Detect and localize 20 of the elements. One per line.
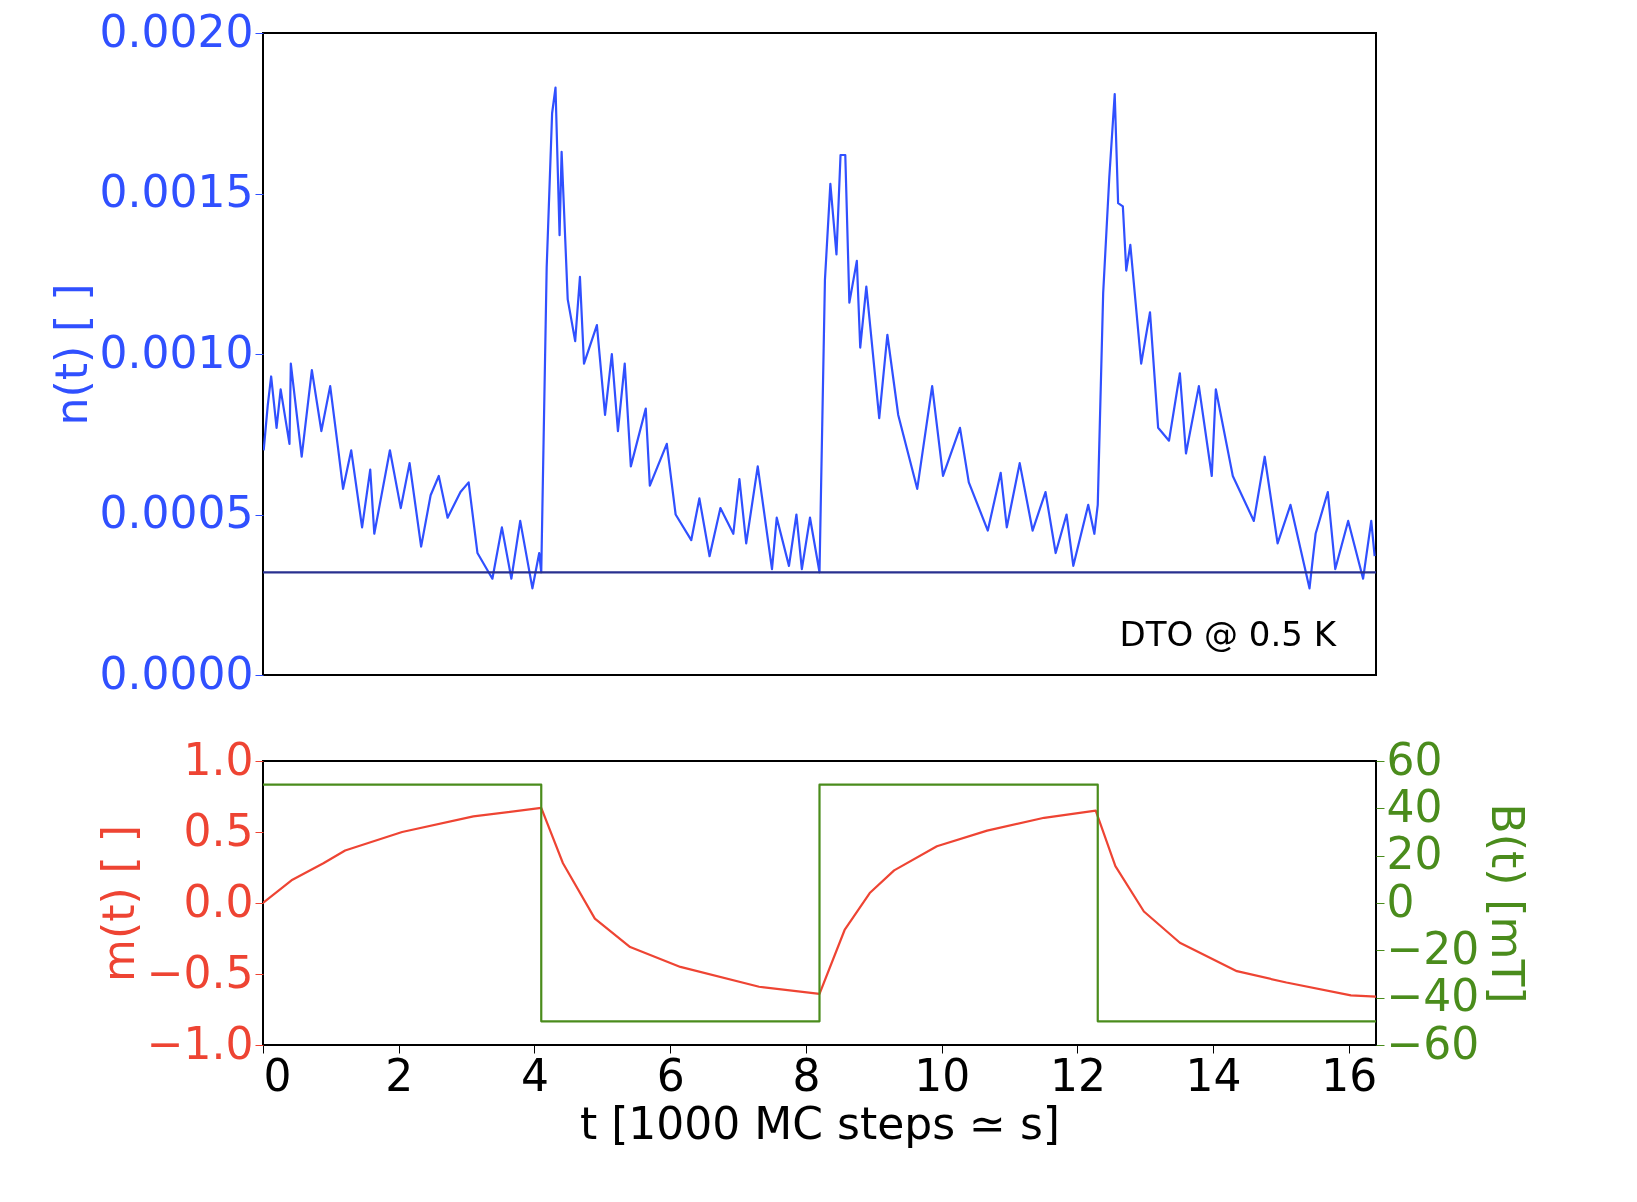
y-tick-label: 0.0005 [99, 487, 254, 538]
x-tick-label: 0 [263, 1049, 292, 1101]
y-tick-label: 1.0 [183, 733, 254, 785]
y2-axis-title: B(t) [mT] [1482, 803, 1534, 1004]
y-axis-title: m(t) [ ] [92, 825, 144, 982]
y-axis-title: n(t) [ ] [45, 283, 97, 426]
line-series [263, 86, 1376, 590]
x-tick-label: 14 [1185, 1049, 1242, 1101]
y-tick-label: −0.5 [146, 946, 254, 998]
x-tick-label: 2 [385, 1049, 414, 1101]
y-tick-label: 0.0015 [99, 166, 254, 217]
y-tick-label: −1.0 [146, 1017, 254, 1069]
y-tick-label: 0.0020 [99, 5, 254, 57]
annotation: DTO @ 0.5 K [1119, 614, 1338, 654]
x-tick-label: 4 [520, 1049, 549, 1101]
y-tick-label: 0.0010 [99, 326, 254, 378]
y-tick-label: 0.5 [183, 804, 254, 856]
x-tick-label: 16 [1321, 1049, 1378, 1101]
y-tick-label: 0.0 [183, 875, 254, 927]
y-tick-label: 0.0000 [99, 647, 254, 699]
